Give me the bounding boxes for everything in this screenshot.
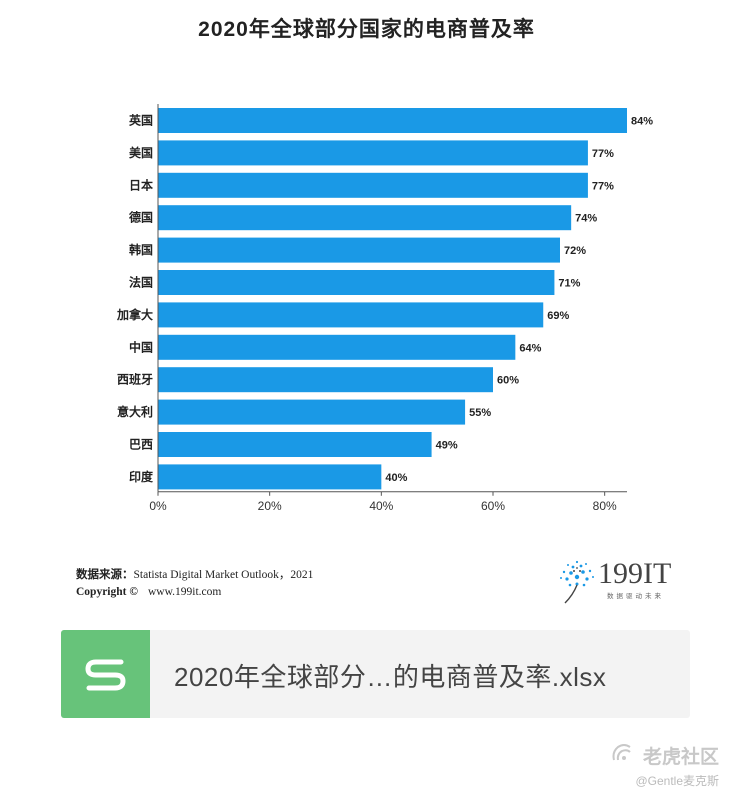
logo-tagline: 数据驱动未来 [607, 593, 664, 600]
bar [158, 367, 493, 393]
category-label: 巴西 [129, 438, 153, 452]
value-label: 69% [547, 310, 569, 322]
bar [158, 432, 432, 457]
value-label: 77% [592, 148, 614, 160]
bar [158, 270, 555, 295]
x-tick-label: 0% [149, 499, 167, 513]
value-label: 60% [497, 375, 519, 387]
199it-logo: 199IT 数据驱动未来 [555, 557, 685, 607]
bar-chart: 英国 84% 美国 77% 日本 77% 德国 74% 韩国 72% 法国 71% 加拿大 69% 中国 64… [116, 104, 653, 513]
bar [158, 334, 516, 360]
copyright-label: Copyright © [76, 586, 138, 598]
bar [158, 237, 560, 263]
category-label: 日本 [129, 177, 153, 192]
s-file-icon [61, 630, 150, 718]
value-label: 77% [592, 180, 614, 192]
category-label: 加拿大 [116, 307, 153, 322]
value-label: 40% [385, 472, 407, 484]
bar [158, 302, 544, 328]
category-label: 英国 [129, 113, 153, 128]
bar [158, 108, 627, 133]
source-line: 数据来源：Statista Digital Market Outlook，202… [76, 566, 313, 582]
x-tick-label: 40% [369, 499, 393, 513]
value-label: 74% [575, 213, 597, 225]
x-tick-label: 60% [481, 499, 505, 513]
bars-layer: 英国 84% 美国 77% 日本 77% 德国 74% 韩国 72% 法国 71% 加拿大 69% 中国 64… [116, 108, 653, 490]
source-label: 数据来源： [76, 569, 134, 581]
tiger-logo-icon [612, 744, 631, 761]
chart-title: 2020年全球部分国家的电商普及率 [198, 18, 535, 41]
logo-text: 199IT [598, 557, 672, 590]
x-axis: 0% 20% 40% 60% 80% [149, 104, 627, 513]
category-label: 美国 [129, 145, 153, 160]
source-text: Statista Digital Market Outlook，2021 [133, 569, 314, 581]
bar [158, 172, 588, 198]
x-tick-label: 20% [258, 499, 282, 513]
bar [158, 464, 382, 490]
watermark-user: @Gentle麦克斯 [635, 774, 719, 788]
watermark-brand: 老虎社区 [612, 742, 719, 769]
x-tick-label: 80% [593, 499, 617, 513]
category-label: 西班牙 [117, 372, 153, 387]
watermark-brand-text: 老虎社区 [642, 747, 719, 768]
category-label: 德国 [129, 210, 153, 225]
bar [158, 140, 588, 166]
category-label: 法国 [129, 275, 153, 290]
category-label: 韩国 [129, 242, 153, 257]
bar [158, 399, 466, 425]
category-label: 中国 [129, 339, 153, 354]
category-label: 印度 [129, 469, 154, 484]
value-label: 55% [469, 407, 491, 419]
value-label: 64% [519, 342, 541, 354]
value-label: 72% [564, 245, 586, 257]
value-label: 49% [436, 440, 458, 452]
file-name: 2020年全球部分…的电商普及率.xlsx [174, 662, 607, 692]
file-attachment-card[interactable]: 2020年全球部分…的电商普及率.xlsx [61, 630, 690, 718]
category-label: 意大利 [117, 404, 153, 419]
value-label: 71% [558, 278, 580, 290]
dandelion-logo-icon [560, 560, 594, 604]
bar [158, 205, 572, 231]
value-label: 84% [631, 116, 653, 128]
copyright-url[interactable]: www.199it.com [147, 586, 222, 598]
copyright-line: Copyright © www.199it.com [76, 586, 221, 598]
